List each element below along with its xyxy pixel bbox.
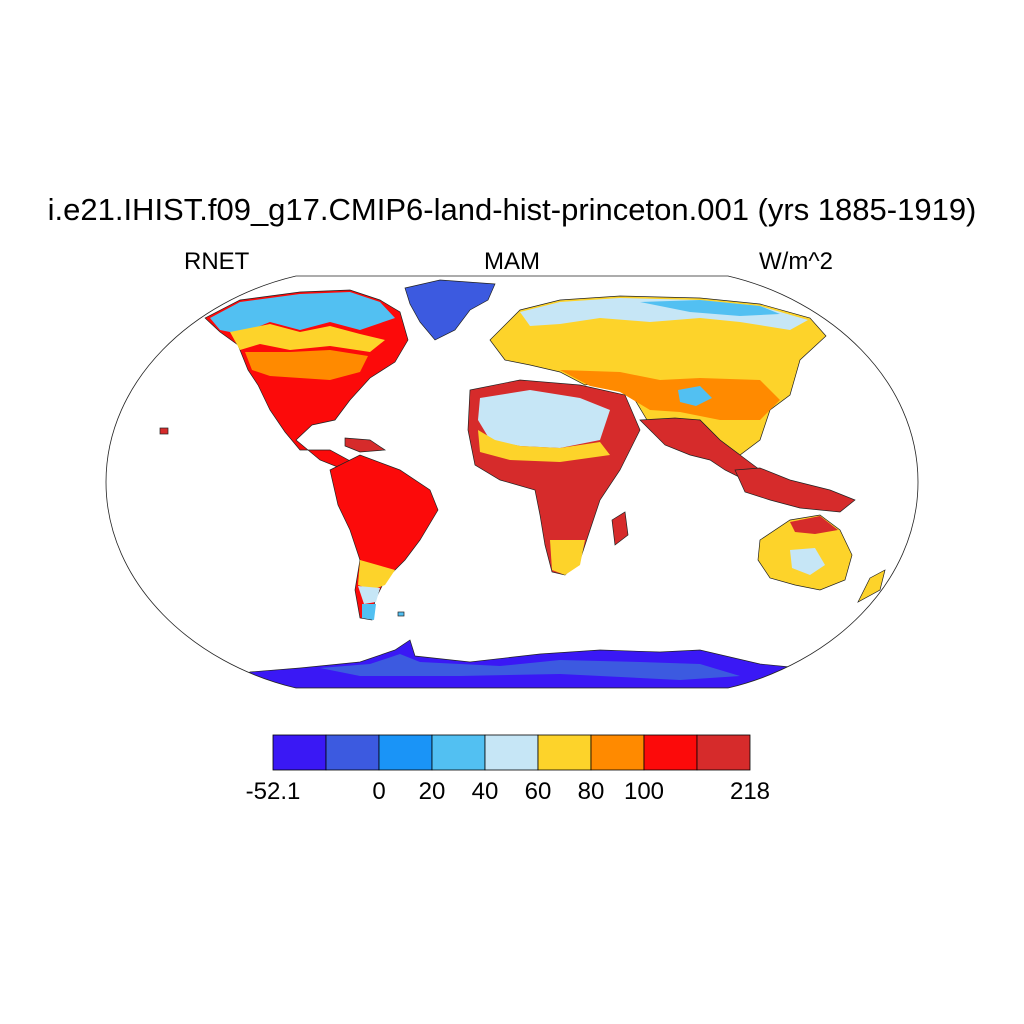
- north-america-arctic: [210, 292, 395, 334]
- colorbar-label: 40: [471, 778, 499, 805]
- colorbar: [272, 734, 751, 771]
- colorbar-label: 20: [418, 778, 446, 805]
- maritime-continent: [734, 467, 856, 513]
- variable-label: RNET: [184, 248, 250, 275]
- sahara: [478, 390, 610, 448]
- australia-interior: [790, 548, 825, 575]
- south-america-tip: [362, 604, 376, 620]
- colorbar-swatch: [325, 734, 380, 771]
- south-america-south-warm: [358, 560, 395, 590]
- colorbar-label: 60: [524, 778, 552, 805]
- sahara-warm-edge: [478, 430, 610, 462]
- tibet: [678, 386, 712, 406]
- madagascar: [611, 511, 629, 546]
- colorbar-swatch: [484, 734, 539, 771]
- southern-africa: [550, 540, 585, 575]
- colorbar-swatch: [590, 734, 645, 771]
- new-zealand: [857, 569, 886, 603]
- australia-north: [790, 516, 838, 534]
- colorbar-swatch: [431, 734, 486, 771]
- hawaii: [159, 427, 169, 435]
- colorbar-swatch: [378, 734, 433, 771]
- antarctica-ice-patch: [320, 654, 740, 680]
- colorbar-label: 80: [577, 778, 605, 805]
- caribbean: [344, 437, 387, 453]
- colorbar-label: 100: [623, 778, 665, 805]
- south-america-south-cool: [358, 586, 380, 604]
- colorbar-swatch: [643, 734, 698, 771]
- colorbar-swatch: [272, 734, 327, 771]
- eurasia-south-hot: [560, 370, 780, 420]
- north-america-midlat: [245, 350, 368, 380]
- colorbar-swatch: [696, 734, 751, 771]
- colorbar-swatch: [537, 734, 592, 771]
- season-label: MAM: [484, 248, 540, 275]
- colorbar-label: 0: [372, 778, 386, 805]
- colorbar-label: 218: [729, 778, 771, 805]
- north-america-canada: [230, 324, 385, 352]
- eurasia-north-blue: [640, 300, 780, 316]
- falklands: [397, 611, 405, 617]
- south-america: [329, 454, 439, 621]
- map-outline: [105, 275, 919, 689]
- colorbar-label: -52.1: [245, 778, 301, 805]
- units-label: W/m^2: [759, 248, 833, 275]
- greenland: [404, 279, 496, 341]
- plot-title: i.e21.IHIST.f09_g17.CMIP6-land-hist-prin…: [47, 192, 977, 227]
